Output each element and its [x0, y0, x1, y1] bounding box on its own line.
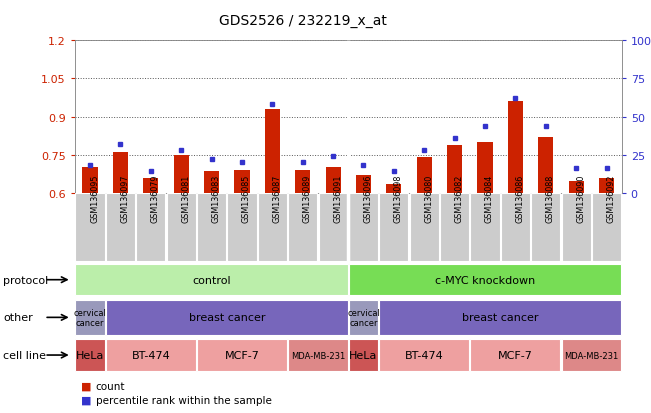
- Bar: [106, 193, 135, 261]
- Bar: [83, 168, 98, 193]
- Text: GSM136080: GSM136080: [424, 174, 433, 222]
- Text: c-MYC knockdown: c-MYC knockdown: [435, 275, 535, 285]
- Bar: [349, 339, 378, 371]
- Text: count: count: [96, 381, 125, 391]
- Bar: [318, 193, 348, 261]
- Bar: [295, 171, 311, 193]
- Text: GSM136082: GSM136082: [454, 174, 464, 222]
- Text: GSM136084: GSM136084: [485, 174, 494, 222]
- Text: MDA-MB-231: MDA-MB-231: [291, 351, 345, 360]
- Bar: [356, 176, 371, 193]
- Bar: [508, 102, 523, 193]
- Text: GSM136087: GSM136087: [272, 174, 281, 222]
- Bar: [501, 193, 530, 261]
- Bar: [349, 193, 378, 261]
- Bar: [76, 300, 105, 335]
- Bar: [568, 182, 584, 193]
- Text: HeLa: HeLa: [350, 350, 378, 360]
- Bar: [380, 193, 408, 261]
- Text: protocol: protocol: [3, 275, 49, 285]
- Bar: [349, 300, 378, 335]
- Bar: [76, 264, 348, 296]
- Text: MDA-MB-231: MDA-MB-231: [564, 351, 618, 360]
- Text: GSM136085: GSM136085: [242, 174, 251, 222]
- Bar: [197, 339, 287, 371]
- Text: HeLa: HeLa: [76, 350, 104, 360]
- Bar: [471, 193, 499, 261]
- Bar: [471, 339, 561, 371]
- Text: breast cancer: breast cancer: [189, 313, 265, 323]
- Bar: [562, 193, 590, 261]
- Bar: [234, 171, 249, 193]
- Bar: [76, 193, 105, 261]
- Text: ■: ■: [81, 381, 92, 391]
- Bar: [386, 185, 402, 193]
- Text: GSM136083: GSM136083: [212, 174, 221, 222]
- Bar: [143, 178, 158, 193]
- Text: GSM136081: GSM136081: [181, 174, 190, 222]
- Text: cell line: cell line: [3, 350, 46, 360]
- Text: ■: ■: [81, 395, 92, 405]
- Text: GSM136090: GSM136090: [576, 174, 585, 222]
- Bar: [288, 339, 348, 371]
- Text: GSM136086: GSM136086: [516, 174, 524, 222]
- Bar: [562, 339, 621, 371]
- Text: percentile rank within the sample: percentile rank within the sample: [96, 395, 271, 405]
- Bar: [417, 158, 432, 193]
- Text: cervical
cancer: cervical cancer: [74, 308, 107, 327]
- Text: BT-474: BT-474: [132, 350, 170, 360]
- Text: GSM136079: GSM136079: [151, 174, 159, 222]
- Text: breast cancer: breast cancer: [462, 313, 538, 323]
- Bar: [174, 155, 189, 193]
- Bar: [326, 168, 340, 193]
- Bar: [380, 339, 469, 371]
- Text: BT-474: BT-474: [405, 350, 443, 360]
- Bar: [113, 153, 128, 193]
- Bar: [106, 300, 348, 335]
- Text: GSM136091: GSM136091: [333, 174, 342, 222]
- Text: GSM136097: GSM136097: [120, 174, 130, 222]
- Text: GDS2526 / 232219_x_at: GDS2526 / 232219_x_at: [219, 14, 387, 28]
- Bar: [265, 110, 280, 193]
- Text: GSM136098: GSM136098: [394, 174, 403, 222]
- Bar: [599, 178, 614, 193]
- Bar: [538, 138, 553, 193]
- Bar: [409, 193, 439, 261]
- Bar: [531, 193, 561, 261]
- Bar: [258, 193, 287, 261]
- Bar: [136, 193, 165, 261]
- Text: MCF-7: MCF-7: [498, 350, 533, 360]
- Text: MCF-7: MCF-7: [225, 350, 259, 360]
- Bar: [349, 264, 621, 296]
- Bar: [204, 172, 219, 193]
- Bar: [227, 193, 256, 261]
- Bar: [592, 193, 621, 261]
- Bar: [167, 193, 196, 261]
- Bar: [197, 193, 226, 261]
- Text: cervical
cancer: cervical cancer: [347, 308, 380, 327]
- Bar: [106, 339, 196, 371]
- Bar: [440, 193, 469, 261]
- Text: control: control: [192, 275, 231, 285]
- Text: GSM136096: GSM136096: [363, 174, 372, 222]
- Text: GSM136095: GSM136095: [90, 174, 99, 222]
- Text: other: other: [3, 313, 33, 323]
- Bar: [380, 300, 621, 335]
- Bar: [288, 193, 317, 261]
- Bar: [477, 142, 493, 193]
- Bar: [76, 339, 105, 371]
- Text: GSM136089: GSM136089: [303, 174, 312, 222]
- Text: GSM136092: GSM136092: [607, 174, 615, 222]
- Bar: [447, 145, 462, 193]
- Text: GSM136088: GSM136088: [546, 174, 555, 222]
